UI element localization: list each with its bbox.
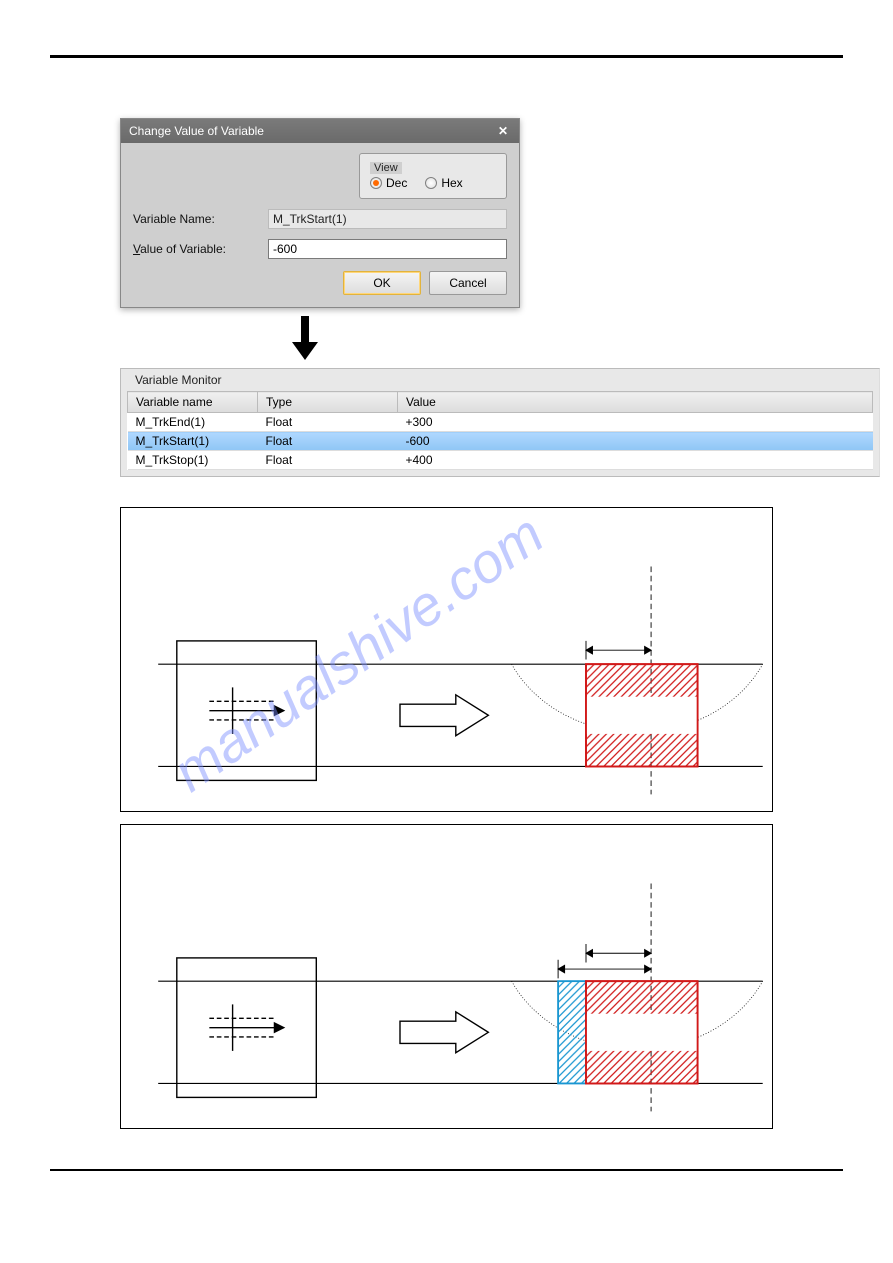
col-header-value[interactable]: Value [398, 392, 873, 413]
close-icon[interactable]: ✕ [495, 123, 511, 139]
change-value-dialog: Change Value of Variable ✕ View Dec Hex [120, 118, 520, 308]
cell-value: -600 [398, 432, 873, 451]
radio-dec[interactable]: Dec [370, 176, 407, 190]
ok-button[interactable]: OK [343, 271, 421, 295]
variable-monitor: Variable Monitor Variable name Type Valu… [120, 368, 880, 477]
value-label: Value of Variable: [133, 242, 268, 256]
col-header-name[interactable]: Variable name [128, 392, 258, 413]
variable-name-value: M_TrkStart(1) [268, 209, 507, 229]
cell-type: Float [258, 432, 398, 451]
radio-dec-indicator [370, 177, 382, 189]
dialog-title-text: Change Value of Variable [129, 124, 264, 138]
col-header-type[interactable]: Type [258, 392, 398, 413]
view-group: View Dec Hex [359, 153, 507, 199]
monitor-legend: Variable Monitor [131, 373, 225, 387]
page-bottom-rule [50, 1169, 843, 1171]
table-row[interactable]: M_TrkStart(1) Float -600 [128, 432, 873, 451]
cell-name: M_TrkStart(1) [128, 432, 258, 451]
table-row[interactable]: M_TrkStop(1) Float +400 [128, 451, 873, 470]
cancel-button[interactable]: Cancel [429, 271, 507, 295]
cell-name: M_TrkEnd(1) [128, 413, 258, 432]
view-legend: View [370, 162, 402, 174]
radio-hex-label: Hex [441, 176, 462, 190]
radio-dec-label: Dec [386, 176, 407, 190]
value-input[interactable] [268, 239, 507, 259]
diagram-2 [120, 824, 773, 1129]
cell-value: +400 [398, 451, 873, 470]
cell-name: M_TrkStop(1) [128, 451, 258, 470]
table-row[interactable]: M_TrkEnd(1) Float +300 [128, 413, 873, 432]
cell-type: Float [258, 413, 398, 432]
diagram-container [120, 507, 773, 1129]
cell-value: +300 [398, 413, 873, 432]
variable-name-label: Variable Name: [133, 212, 268, 226]
diagram-1 [120, 507, 773, 812]
arrow-down-icon [280, 316, 330, 360]
cell-type: Float [258, 451, 398, 470]
radio-hex-indicator [425, 177, 437, 189]
dialog-titlebar: Change Value of Variable ✕ [121, 119, 519, 143]
monitor-table: Variable name Type Value M_TrkEnd(1) Flo… [127, 391, 873, 470]
radio-hex[interactable]: Hex [425, 176, 462, 190]
page-top-rule [50, 55, 843, 58]
dialog-body: View Dec Hex Variable Name: M_TrkStart(1… [121, 143, 519, 307]
